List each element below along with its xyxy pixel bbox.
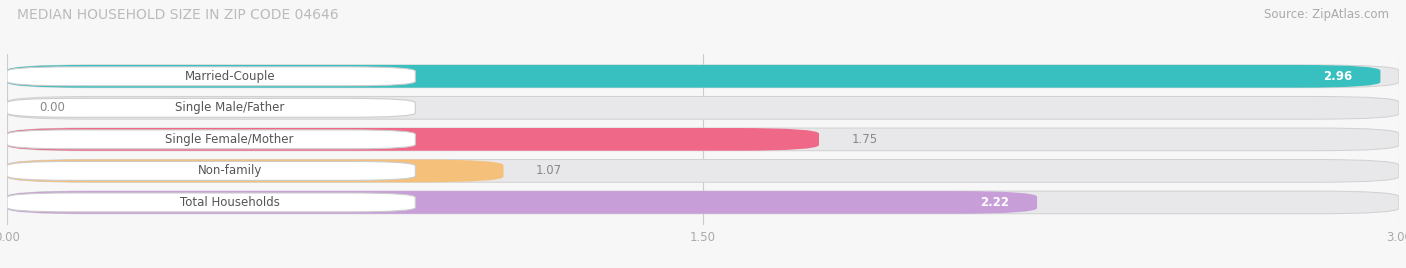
FancyBboxPatch shape bbox=[7, 159, 503, 182]
Text: 2.96: 2.96 bbox=[1323, 70, 1353, 83]
FancyBboxPatch shape bbox=[7, 159, 1399, 182]
Text: Single Female/Mother: Single Female/Mother bbox=[166, 133, 294, 146]
FancyBboxPatch shape bbox=[7, 65, 1381, 88]
Text: 1.07: 1.07 bbox=[536, 164, 562, 177]
Text: 1.75: 1.75 bbox=[852, 133, 877, 146]
FancyBboxPatch shape bbox=[7, 191, 1038, 214]
FancyBboxPatch shape bbox=[7, 98, 415, 117]
FancyBboxPatch shape bbox=[7, 96, 1399, 119]
Text: 2.22: 2.22 bbox=[980, 196, 1010, 209]
Text: 0.00: 0.00 bbox=[39, 101, 66, 114]
Text: Non-family: Non-family bbox=[198, 164, 262, 177]
FancyBboxPatch shape bbox=[7, 67, 415, 86]
FancyBboxPatch shape bbox=[7, 128, 1399, 151]
FancyBboxPatch shape bbox=[7, 130, 415, 149]
FancyBboxPatch shape bbox=[7, 193, 415, 212]
FancyBboxPatch shape bbox=[7, 191, 1399, 214]
FancyBboxPatch shape bbox=[7, 65, 1399, 88]
FancyBboxPatch shape bbox=[7, 161, 415, 180]
Text: MEDIAN HOUSEHOLD SIZE IN ZIP CODE 04646: MEDIAN HOUSEHOLD SIZE IN ZIP CODE 04646 bbox=[17, 8, 339, 22]
FancyBboxPatch shape bbox=[7, 128, 818, 151]
Text: Married-Couple: Married-Couple bbox=[184, 70, 276, 83]
Text: Total Households: Total Households bbox=[180, 196, 280, 209]
Text: Source: ZipAtlas.com: Source: ZipAtlas.com bbox=[1264, 8, 1389, 21]
Text: Single Male/Father: Single Male/Father bbox=[176, 101, 284, 114]
